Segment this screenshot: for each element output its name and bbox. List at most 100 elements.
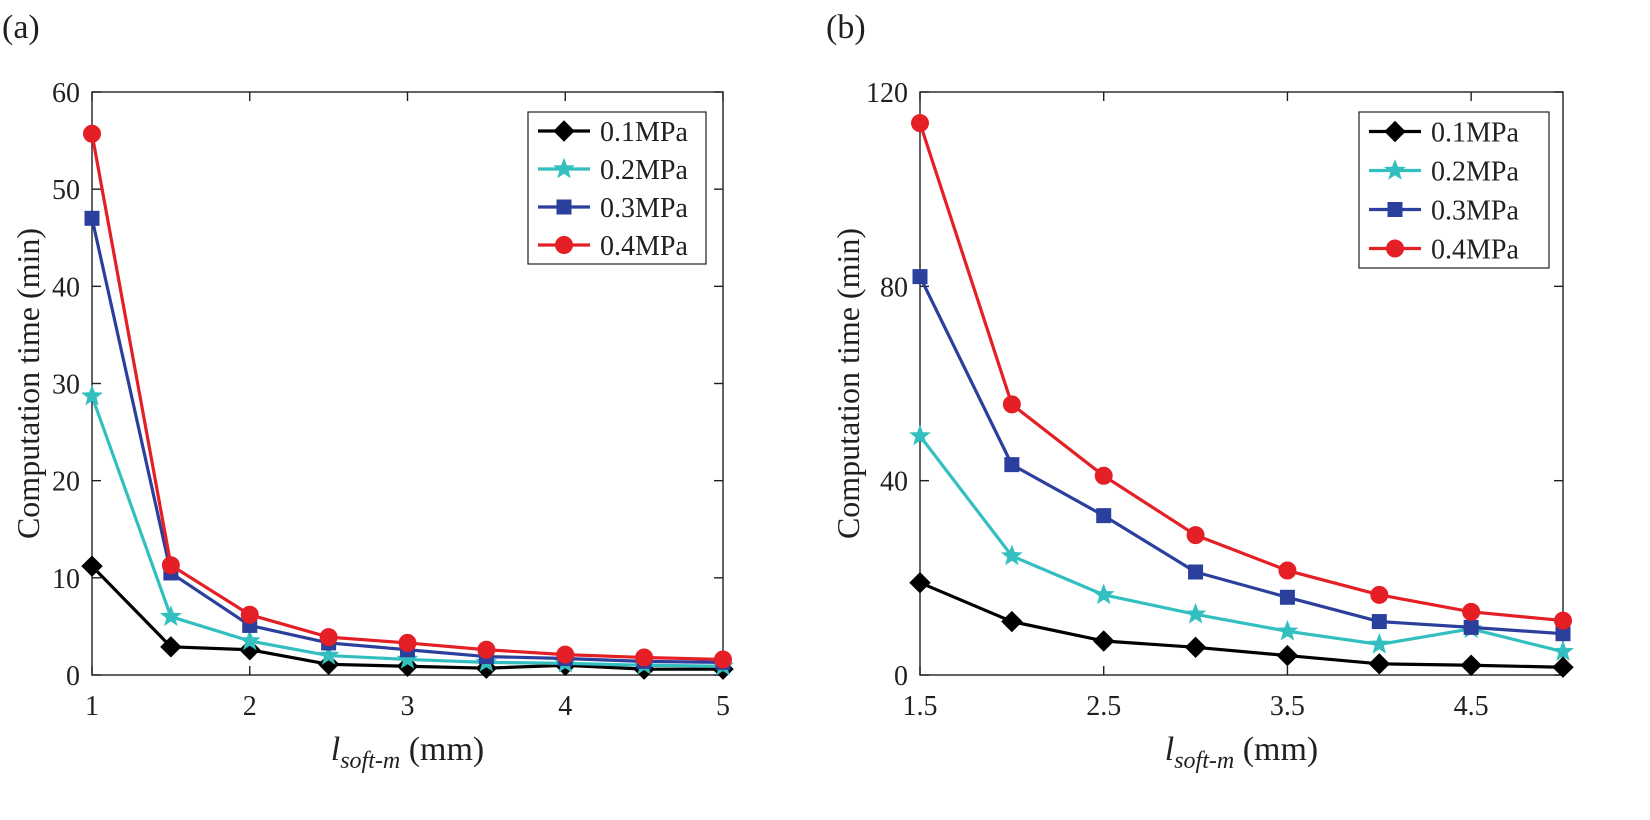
data-point	[396, 655, 419, 677]
series-0.2MPa	[81, 384, 734, 676]
legend-label: 0.2MPa	[1431, 157, 1519, 188]
panel-label: (a)	[2, 9, 40, 46]
legend-label: 0.1MPa	[600, 117, 688, 148]
data-point	[81, 555, 103, 577]
data-point	[1368, 632, 1391, 654]
series-0.1MPa	[909, 571, 1574, 678]
data-point	[556, 645, 575, 664]
x-tick-label: 5	[716, 691, 730, 722]
y-tick-label: 40	[880, 467, 908, 498]
y-axis-label: Computation time (min)	[10, 228, 46, 539]
x-tick-label: 3	[401, 691, 415, 722]
data-point	[83, 124, 101, 143]
data-point	[635, 648, 654, 667]
legend-label: 0.3MPa	[600, 193, 688, 224]
data-point	[1184, 602, 1207, 624]
legend: 0.1MPa 0.2MPa 0.3MPa 0.4MPa	[1358, 111, 1550, 269]
x-axis-label-unit: (mm)	[400, 731, 484, 768]
legend-label: 0.2MPa	[600, 155, 688, 186]
data-point	[1463, 619, 1479, 635]
series-line	[918, 275, 1564, 636]
series-line	[918, 434, 1564, 654]
x-axis-label-subscript: soft-m	[1174, 748, 1234, 774]
data-point	[319, 628, 338, 647]
chart-panel-b: (b) 0 40 80 120 1.5 2.5 3.5 4.5 Computation time …	[826, 9, 1574, 774]
data-point	[477, 640, 496, 659]
data-point	[1002, 395, 1021, 414]
legend-label: 0.4MPa	[1431, 235, 1519, 266]
x-axis-label-symbol: l	[331, 731, 340, 768]
y-tick-label: 20	[52, 467, 80, 498]
y-tick-label: 50	[52, 175, 80, 206]
data-point	[81, 384, 103, 406]
data-point	[1186, 526, 1205, 545]
data-point	[714, 650, 732, 669]
y-tick-label: 120	[866, 78, 908, 109]
y-axis-label: Computation time (min)	[830, 228, 866, 539]
legend-marker	[553, 157, 575, 179]
x-tick-label: 2.5	[1086, 691, 1121, 722]
x-tick-label: 3.5	[1270, 691, 1305, 722]
y-tick-label: 10	[52, 564, 80, 595]
x-tick-label: 4	[558, 691, 572, 722]
data-point	[1093, 630, 1115, 652]
data-point	[1552, 656, 1574, 678]
data-point	[240, 605, 259, 624]
legend-marker	[1386, 239, 1404, 258]
series-line	[918, 122, 1564, 623]
data-point	[1094, 466, 1113, 485]
y-tick-label: 60	[52, 78, 80, 109]
data-point	[1001, 610, 1023, 633]
x-tick-label: 4.5	[1454, 691, 1489, 722]
data-point	[1370, 585, 1389, 604]
series-0.3MPa	[84, 210, 731, 670]
panel-label: (b)	[826, 9, 866, 46]
x-axis-label-symbol: l	[1165, 731, 1174, 768]
series-0.4MPa	[83, 124, 732, 669]
data-point	[160, 636, 182, 658]
y-tick-label: 40	[52, 272, 80, 303]
series-line	[90, 395, 724, 668]
y-tick-label: 30	[52, 370, 80, 401]
series-0.3MPa	[912, 269, 1571, 642]
y-tick-label: 0	[66, 661, 80, 692]
legend-marker	[1387, 202, 1403, 217]
data-point	[909, 424, 931, 446]
series-0.4MPa	[911, 114, 1572, 630]
data-point	[1004, 457, 1020, 473]
x-tick-label: 2	[243, 691, 257, 722]
legend-label: 0.1MPa	[1431, 118, 1519, 149]
data-point	[1371, 614, 1387, 630]
legend-marker	[553, 120, 575, 142]
data-point	[161, 556, 180, 575]
data-point	[1279, 589, 1295, 605]
legend-marker	[555, 236, 573, 254]
x-axis-label: lsoft-m (mm)	[1165, 731, 1319, 774]
data-point	[911, 114, 929, 133]
data-point	[84, 210, 100, 226]
data-point	[1188, 564, 1204, 580]
data-point	[238, 629, 261, 651]
data-point	[1000, 544, 1023, 566]
data-point	[398, 633, 417, 652]
data-point	[317, 644, 340, 665]
y-tick-label: 80	[880, 272, 908, 303]
series-line	[90, 217, 724, 664]
plot-frame	[919, 91, 1564, 676]
data-point	[1554, 611, 1572, 630]
data-point	[909, 571, 931, 594]
legend-marker	[1384, 120, 1406, 143]
legend-label: 0.4MPa	[600, 231, 688, 262]
series-line	[919, 581, 1564, 669]
data-point	[1462, 602, 1481, 621]
y-tick-label: 0	[894, 661, 908, 692]
x-tick-label: 1.5	[903, 691, 938, 722]
x-axis-label-subscript: soft-m	[340, 748, 400, 774]
data-point	[1096, 508, 1112, 524]
data-point	[1368, 653, 1390, 675]
data-point	[1276, 644, 1299, 667]
data-point	[912, 269, 928, 285]
data-point	[1184, 636, 1207, 659]
legend-marker	[556, 199, 572, 215]
